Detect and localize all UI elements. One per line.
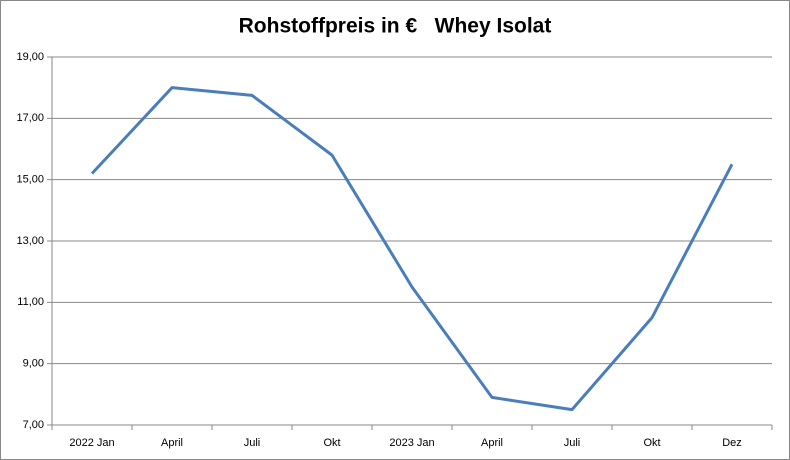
x-tick-label: Dez [722,437,742,449]
x-tick-label: April [481,437,503,449]
chart-title: Rohstoffpreis in € Whey Isolat [239,15,552,38]
y-tick-label: 7,00 [23,419,44,431]
y-tick-label: 11,00 [17,296,44,308]
x-tick-label: Okt [643,437,660,449]
y-tick-label: 17,00 [16,112,44,124]
y-tick-label: 9,00 [23,358,44,370]
x-tick-label: April [161,437,183,449]
y-tick-label: 13,00 [16,235,44,247]
y-tick-label: 19,00 [16,51,44,63]
line-series [90,86,734,412]
x-tick-label: Juli [244,437,261,449]
x-tick-label: Juli [564,437,581,449]
x-tick-label: 2023 Jan [389,437,434,449]
x-tick-label: 2022 Jan [69,437,114,449]
x-tick-label: Okt [323,437,340,449]
y-tick-label: 15,00 [16,174,44,186]
